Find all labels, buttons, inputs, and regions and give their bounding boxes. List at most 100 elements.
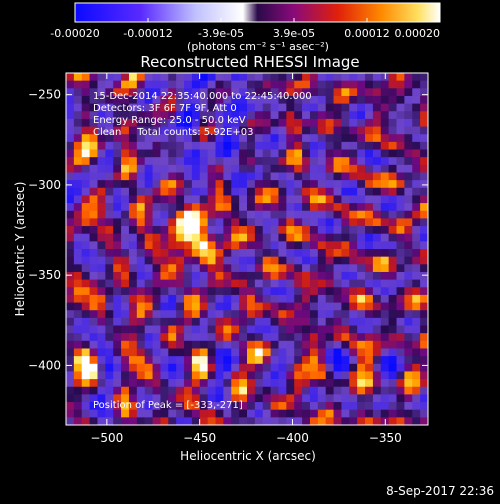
heatmap-cell [247,134,256,143]
heatmap-cell [380,402,390,411]
heatmap-cell [412,118,421,128]
heatmap-cell [357,226,366,235]
heatmap-cell [239,149,248,158]
heatmap-cell [176,363,185,373]
heatmap-cell [254,417,264,425]
heatmap-cell [270,88,280,97]
heatmap-cell [207,103,217,112]
heatmap-cell [420,210,428,219]
heatmap-cell [113,172,122,181]
heatmap-cell [113,203,122,212]
heatmap-cell [412,172,421,181]
heatmap-cell [420,287,428,296]
heatmap-cell [333,363,343,373]
heatmap-cell [247,256,256,265]
heatmap-cell [325,203,335,212]
heatmap-cell [168,294,177,304]
heatmap-cell [247,340,256,350]
heatmap-cell [380,386,390,395]
heatmap-cell [365,73,374,82]
heatmap-cell [372,379,382,388]
heatmap-cell [105,287,114,296]
heatmap-cell [144,149,154,158]
heatmap-cell [412,180,421,189]
timestamp: 8-Sep-2017 22:36 [386,484,494,498]
heatmap-cell [184,371,193,380]
heatmap-cell [97,210,106,219]
heatmap-cell [207,226,217,235]
heatmap-cell [380,271,390,281]
heatmap-cell [160,417,169,425]
heatmap-cell [333,417,343,425]
heatmap-cell [105,241,114,250]
heatmap-cell [420,317,428,327]
heatmap-cell [239,356,248,365]
heatmap-cell [152,172,162,181]
heatmap-cell [105,226,114,235]
heatmap-cell [81,402,91,411]
heatmap-cell [325,141,335,151]
heatmap-cell [215,264,224,273]
heatmap-cell [128,287,138,296]
heatmap-cell [215,103,224,112]
heatmap-cell [247,279,256,288]
heatmap-cell [302,371,311,380]
heatmap-cell [341,157,350,166]
heatmap-cell [412,111,421,120]
heatmap-cell [396,287,405,296]
heatmap-cell [286,195,295,204]
heatmap-cell [239,340,248,350]
heatmap-cell [184,149,193,158]
heatmap-cell [349,325,358,334]
heatmap-cell [294,317,303,327]
heatmap-cell [341,264,350,273]
heatmap-cell [365,95,374,105]
heatmap-cell [333,279,343,288]
heatmap-cell [121,111,130,120]
heatmap-cell [380,164,390,174]
heatmap-cell [176,379,185,388]
heatmap-cell [309,287,319,296]
heatmap-cell [215,172,224,181]
heatmap-cell [184,233,193,242]
heatmap-cell [254,157,264,166]
heatmap-cell [254,180,264,189]
heatmap-cell [184,340,193,350]
heatmap-cell [223,210,232,219]
heatmap-cell [168,256,177,265]
heatmap-cell [380,279,390,288]
heatmap-cell [66,73,75,82]
heatmap-cell [160,256,169,265]
heatmap-cell [239,103,248,112]
heatmap-cell [73,157,83,166]
heatmap-cell [325,379,335,388]
heatmap-cell [144,95,154,105]
heatmap-cell [333,302,343,311]
heatmap-cell [97,111,106,120]
heatmap-cell [223,317,232,327]
heatmap-cell [420,356,428,365]
heatmap-cell [372,118,382,128]
heatmap-cell [302,409,311,418]
heatmap-cell [136,172,146,181]
heatmap-cell [184,210,193,219]
heatmap-cell [215,134,224,143]
heatmap-cell [404,271,413,281]
heatmap-cell [66,348,75,357]
heatmap-cell [136,118,146,128]
heatmap-cell [302,256,311,265]
heatmap-cell [412,409,421,418]
heatmap-cell [357,210,366,219]
heatmap-cell [144,256,154,265]
heatmap-cell [309,80,319,89]
heatmap-cell [144,218,154,227]
heatmap-cell [317,386,327,395]
heatmap-cell [325,271,335,281]
heatmap-cell [191,379,201,388]
heatmap-cell [404,294,413,304]
heatmap-cell [262,271,272,281]
heatmap-cell [380,409,390,418]
heatmap-cell [105,394,114,403]
heatmap-cell [81,249,91,258]
heatmap-cell [372,73,382,82]
